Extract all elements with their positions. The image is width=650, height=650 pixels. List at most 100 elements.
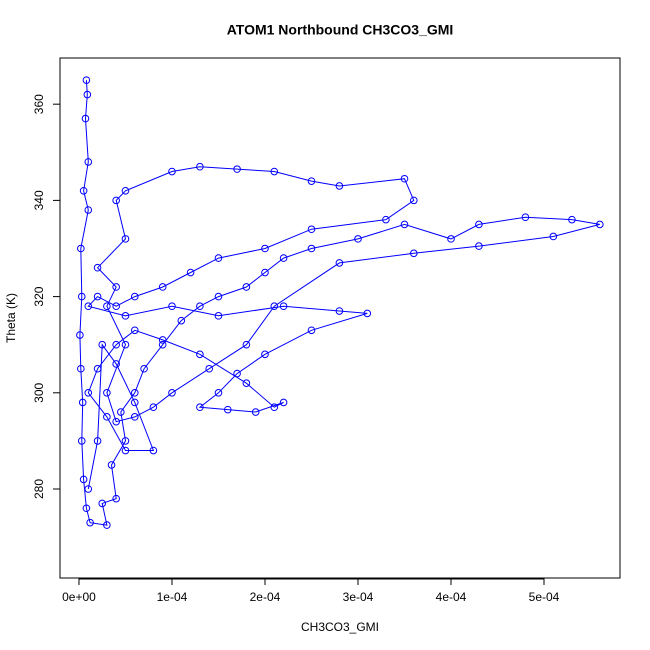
data-point — [149, 403, 158, 412]
data-point — [354, 235, 362, 243]
data-point — [279, 398, 288, 407]
data-point — [130, 398, 139, 407]
data-point — [121, 340, 130, 349]
data-point — [261, 350, 269, 359]
data-point — [279, 302, 288, 311]
data-point — [121, 312, 130, 320]
data-point — [98, 499, 107, 508]
data-point — [307, 244, 316, 253]
data-point — [86, 518, 94, 527]
data-point — [335, 259, 344, 267]
data-point — [149, 446, 158, 455]
data-point — [279, 254, 288, 262]
data-point — [158, 283, 167, 291]
data-point — [214, 389, 223, 397]
data-point — [93, 437, 102, 445]
data-point — [130, 413, 139, 421]
data-point — [130, 389, 139, 397]
data-point — [168, 389, 176, 397]
data-point — [400, 220, 409, 229]
data-point — [130, 292, 139, 301]
y-tick-label: 320 — [32, 286, 46, 306]
data-point — [83, 90, 92, 99]
data-point — [521, 213, 530, 222]
data-point — [242, 379, 251, 387]
data-point — [382, 215, 390, 224]
data-point — [242, 340, 251, 349]
data-point — [363, 309, 372, 318]
data-point — [103, 302, 111, 311]
data-point — [186, 268, 195, 277]
data-point — [93, 292, 102, 301]
y-tick-label: 300 — [32, 382, 46, 402]
y-tick-label: 340 — [32, 190, 46, 210]
plot-frame — [59, 57, 621, 579]
data-point — [196, 302, 204, 311]
data-point — [196, 403, 204, 412]
data-point — [121, 446, 130, 455]
data-point — [77, 364, 85, 373]
data-point — [130, 326, 139, 335]
data-point — [168, 167, 176, 176]
data-point — [77, 292, 86, 301]
data-point — [223, 405, 232, 414]
data-point — [447, 235, 455, 243]
data-point — [84, 206, 93, 214]
data-point — [214, 312, 223, 320]
data-point — [568, 215, 576, 224]
data-point — [214, 254, 223, 262]
data-point — [196, 162, 204, 171]
data-point — [121, 437, 130, 445]
data-point — [117, 408, 125, 416]
data-point — [177, 316, 186, 325]
data-point — [307, 225, 316, 234]
data-point — [158, 340, 167, 349]
data-point — [81, 114, 90, 123]
data-point — [112, 196, 120, 205]
data-point — [103, 521, 111, 529]
data-point — [121, 235, 130, 243]
data-point — [270, 403, 279, 412]
data-point — [261, 244, 269, 253]
data-point — [103, 389, 111, 397]
x-tick-label: 1e-04 — [157, 590, 188, 604]
data-line — [79, 80, 600, 526]
data-point — [475, 242, 483, 250]
data-point — [335, 307, 344, 315]
data-point — [158, 336, 167, 344]
data-point — [77, 437, 86, 445]
x-tick-label: 3e-04 — [343, 590, 374, 604]
data-point — [84, 158, 93, 166]
data-point — [196, 350, 204, 359]
x-axis-label: CH3CO3_GMI — [301, 620, 379, 634]
y-tick-label: 360 — [32, 94, 46, 114]
data-point — [233, 369, 241, 378]
data-point — [84, 389, 93, 397]
data-point — [112, 340, 120, 349]
data-point — [549, 232, 558, 241]
data-point — [233, 165, 241, 173]
x-tick-label: 0e+00 — [62, 590, 96, 604]
data-point — [112, 360, 120, 368]
data-point — [93, 364, 102, 373]
data-point — [410, 249, 418, 258]
chart-title: ATOM1 Northbound CH3CO3_GMI — [227, 22, 454, 38]
data-point — [79, 186, 88, 195]
x-tick-label: 4e-04 — [436, 590, 467, 604]
x-tick-label: 2e-04 — [250, 590, 281, 604]
data-point — [76, 331, 84, 339]
data-point — [107, 461, 116, 469]
x-tick-label: 5e-04 — [529, 590, 560, 604]
data-point — [168, 302, 176, 311]
data-point — [84, 485, 93, 493]
data-point — [140, 364, 148, 373]
data-point — [98, 340, 107, 349]
data-point — [475, 220, 483, 229]
data-point — [112, 283, 120, 291]
data-point — [112, 494, 120, 503]
data-point — [270, 302, 279, 311]
data-point — [79, 475, 88, 484]
data-point — [93, 263, 102, 272]
data-point — [242, 283, 251, 291]
